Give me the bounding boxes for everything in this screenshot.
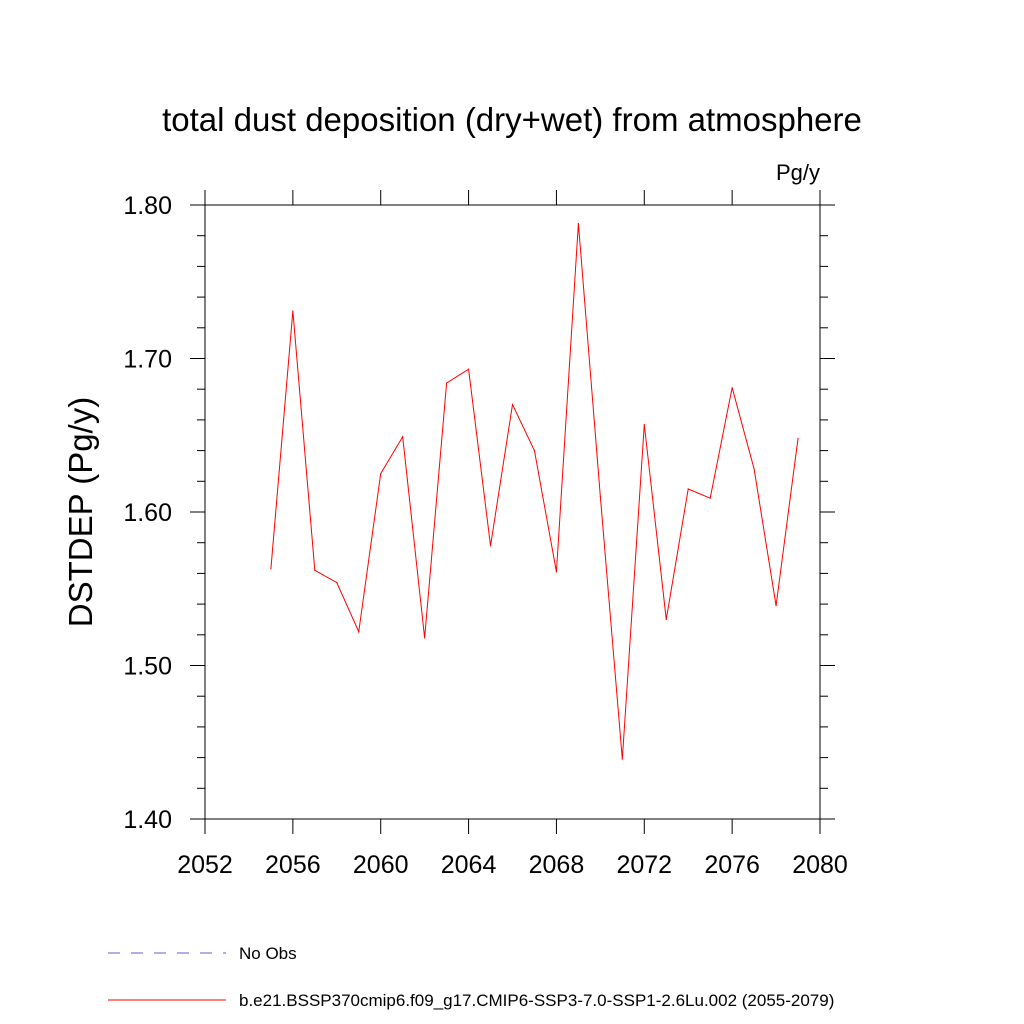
x-tick-label: 2068	[529, 851, 585, 879]
y-tick-label: 1.50	[123, 653, 172, 681]
data-point	[731, 387, 733, 389]
plot-area	[270, 222, 799, 760]
y-axis-label: DSTDEP (Pg/y)	[62, 397, 99, 627]
legend: No Obs b.e21.BSSP370cmip6.f09_g17.CMIP6-…	[108, 944, 834, 1010]
y-tick-label: 1.40	[123, 806, 172, 834]
data-point	[775, 605, 777, 607]
plot-frame	[204, 204, 821, 820]
x-tick-label: 2076	[704, 851, 760, 879]
x-tick-label: 2056	[265, 851, 321, 879]
x-tick-label: 2052	[177, 851, 233, 879]
data-point	[687, 488, 689, 490]
chart-title: total dust deposition (dry+wet) from atm…	[162, 101, 862, 138]
legend-label-run: b.e21.BSSP370cmip6.f09_g17.CMIP6-SSP3-7.…	[239, 991, 834, 1010]
data-point	[533, 450, 536, 452]
data-point	[665, 618, 667, 621]
data-point	[336, 582, 338, 584]
data-point	[314, 569, 316, 571]
data-point	[511, 403, 514, 406]
units-label: Pg/y	[776, 160, 820, 185]
data-point	[292, 310, 294, 312]
data-point	[797, 437, 799, 439]
data-point	[643, 423, 645, 426]
data-point	[709, 497, 711, 499]
data-point	[577, 222, 579, 225]
y-tick-label: 1.60	[123, 499, 172, 527]
data-point	[489, 545, 492, 547]
y-tick-label: 1.80	[123, 192, 172, 220]
data-point	[599, 496, 601, 498]
data-point	[270, 568, 272, 570]
legend-label-no-obs: No Obs	[239, 944, 297, 963]
data-point	[621, 758, 623, 760]
x-tick-label: 2064	[441, 851, 497, 879]
x-tick-label: 2072	[616, 851, 672, 879]
data-point	[402, 436, 404, 438]
x-tick-label: 2060	[353, 851, 409, 879]
data-point	[380, 473, 382, 475]
series-line-1	[270, 223, 799, 760]
data-point	[358, 631, 360, 633]
data-point	[555, 571, 558, 573]
axes: 2052 2056 2060 2064 2068 2072 2076 2080 1.40 1.50…	[123, 190, 848, 879]
y-tick-label: 1.70	[123, 346, 172, 374]
data-point	[424, 637, 426, 639]
data-point	[446, 382, 448, 384]
data-point	[467, 368, 470, 370]
x-tick-label: 2080	[792, 851, 848, 879]
data-point	[753, 468, 755, 470]
